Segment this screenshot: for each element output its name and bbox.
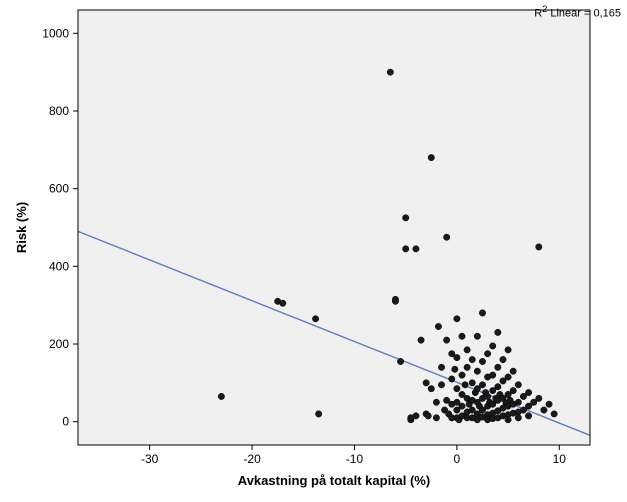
data-point bbox=[510, 387, 516, 393]
data-point bbox=[510, 368, 516, 374]
x-tick-label: -30 bbox=[141, 452, 159, 466]
y-tick-label: 200 bbox=[49, 337, 69, 351]
data-point bbox=[387, 69, 393, 75]
data-point bbox=[505, 417, 511, 423]
data-point bbox=[479, 382, 485, 388]
data-point bbox=[479, 310, 485, 316]
data-point bbox=[452, 366, 458, 372]
data-point bbox=[479, 358, 485, 364]
data-point bbox=[428, 154, 434, 160]
data-point bbox=[438, 382, 444, 388]
data-point bbox=[423, 380, 429, 386]
data-point bbox=[469, 380, 475, 386]
data-point bbox=[402, 215, 408, 221]
data-point bbox=[490, 372, 496, 378]
data-point bbox=[551, 411, 557, 417]
data-point bbox=[536, 244, 542, 250]
data-point bbox=[525, 389, 531, 395]
data-point bbox=[484, 393, 490, 399]
data-point bbox=[515, 382, 521, 388]
data-point bbox=[515, 415, 521, 421]
data-point bbox=[474, 333, 480, 339]
data-point bbox=[505, 374, 511, 380]
r2-annotation: R2 Linear = 0,165 bbox=[534, 4, 621, 20]
data-point bbox=[443, 337, 449, 343]
x-tick-label: 10 bbox=[553, 452, 567, 466]
data-point bbox=[490, 343, 496, 349]
data-point bbox=[418, 337, 424, 343]
data-point bbox=[435, 323, 441, 329]
x-tick-label: -20 bbox=[243, 452, 261, 466]
data-point bbox=[454, 354, 460, 360]
data-point bbox=[469, 356, 475, 362]
r2-text: Linear = 0,165 bbox=[550, 8, 621, 20]
data-point bbox=[218, 393, 224, 399]
data-point bbox=[484, 351, 490, 357]
data-point bbox=[495, 384, 501, 390]
data-point bbox=[459, 403, 465, 409]
data-point bbox=[454, 316, 460, 322]
y-tick-label: 1000 bbox=[42, 26, 69, 40]
data-point bbox=[402, 246, 408, 252]
data-point bbox=[459, 372, 465, 378]
data-point bbox=[500, 356, 506, 362]
data-point bbox=[428, 385, 434, 391]
data-point bbox=[474, 368, 480, 374]
y-tick-label: 800 bbox=[49, 104, 69, 118]
y-tick-label: 400 bbox=[49, 259, 69, 273]
data-point bbox=[280, 300, 286, 306]
data-point bbox=[315, 411, 321, 417]
data-point bbox=[413, 246, 419, 252]
y-tick-label: 600 bbox=[49, 182, 69, 196]
x-tick-label: -10 bbox=[346, 452, 364, 466]
data-point bbox=[546, 401, 552, 407]
data-point bbox=[541, 407, 547, 413]
data-point bbox=[464, 364, 470, 370]
data-point bbox=[438, 364, 444, 370]
data-point bbox=[462, 382, 468, 388]
data-point bbox=[459, 333, 465, 339]
data-point bbox=[525, 413, 531, 419]
data-point bbox=[495, 329, 501, 335]
data-point bbox=[536, 395, 542, 401]
data-point bbox=[397, 358, 403, 364]
data-point bbox=[505, 347, 511, 353]
data-point bbox=[449, 376, 455, 382]
chart-svg: -30-20-1001002004006008001000Avkastning … bbox=[0, 0, 627, 502]
x-axis-label: Avkastning på totalt kapital (%) bbox=[238, 473, 430, 488]
data-point bbox=[413, 413, 419, 419]
y-tick-label: 0 bbox=[62, 415, 69, 429]
data-point bbox=[464, 347, 470, 353]
data-point bbox=[454, 385, 460, 391]
data-point bbox=[312, 316, 318, 322]
data-point bbox=[433, 399, 439, 405]
data-point bbox=[433, 415, 439, 421]
data-point bbox=[392, 298, 398, 304]
data-point bbox=[515, 399, 521, 405]
data-point bbox=[495, 364, 501, 370]
scatter-chart: R2 Linear = 0,165 -30-20-100100200400600… bbox=[0, 0, 627, 502]
data-point bbox=[443, 234, 449, 240]
y-axis-label: Risk (%) bbox=[14, 202, 29, 253]
x-tick-label: 0 bbox=[454, 452, 461, 466]
data-point bbox=[425, 413, 431, 419]
